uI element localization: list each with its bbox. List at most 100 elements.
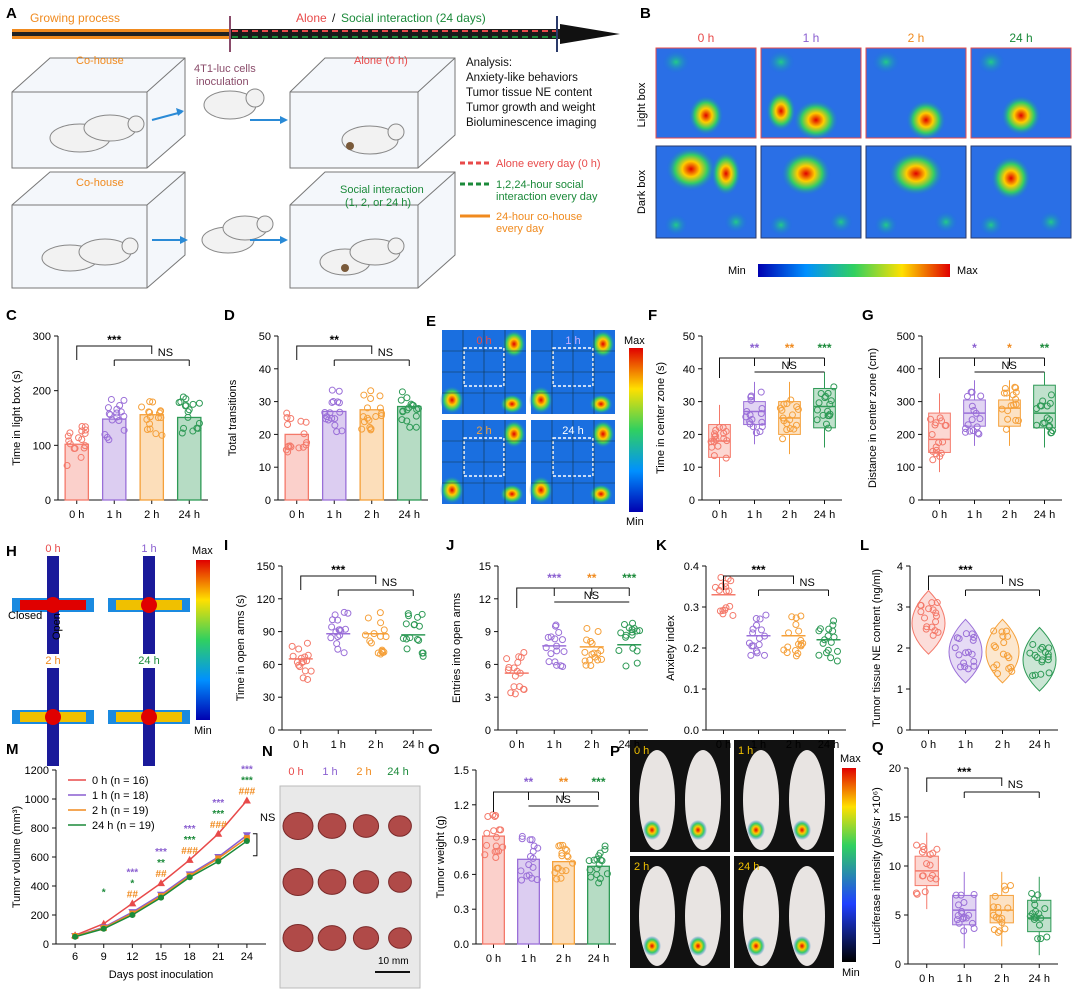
tumor-col-label: 24 h [387,766,408,778]
data-point [145,408,153,416]
data-point [961,663,969,671]
heat-spot [1039,211,1063,233]
chart-q: Q 0 5 10 15 20 Luciferase intensity (p/s/sr ×1… [871,739,1058,985]
colorbar [196,560,210,720]
y-tick-label: 10 [259,462,271,474]
x-tick-label: 2 h [144,509,159,521]
data-point [583,624,591,632]
data-point [797,636,805,644]
data-point [965,648,973,656]
chart-f: F 0 10 20 30 40 50 Time in center zone (s) 0 h 1 … [648,307,842,521]
data-point [336,408,344,416]
heat-spot [591,330,615,358]
tumor [388,815,412,837]
data-point [334,616,342,624]
data-point [822,420,830,428]
data-point [1029,672,1037,680]
data-point [918,872,926,880]
x-tick-label: 1 h [957,973,972,985]
y-axis-label: Tumor tissue NE content (ng/ml) [871,569,883,727]
data-point [816,625,824,633]
data-point [120,426,128,434]
data-point [797,641,805,649]
sig-marker: NS [158,347,173,359]
data-point [523,872,531,880]
svg-text:Anxiety-like behaviors: Anxiety-like behaviors [466,72,578,84]
data-point [1031,901,1039,909]
data-point [1037,402,1045,410]
data-point [815,399,823,407]
data-point [1045,644,1053,652]
y-tick-label: 400 [31,881,49,893]
x-tick-label: 0 h [486,953,501,965]
data-point [749,625,757,633]
data-point [194,424,202,432]
data-point [792,621,800,629]
panel-e: E 0 h 1 h 2 h 24 h Max Min [426,313,645,528]
y-axis-label: Luciferase intensity (p/s/sr ×10⁶) [871,787,883,945]
data-point [581,657,589,665]
data-point [962,649,970,657]
y-tick-label: 4 [897,561,903,573]
data-point [747,392,755,400]
y-tick-label: 9 [485,627,491,639]
data-point [335,387,343,395]
heat-spot [781,151,831,196]
data-point [968,630,976,638]
heat-spot [664,214,688,236]
data-point [483,841,491,849]
data-point [1037,645,1045,653]
data-point [490,827,498,835]
sig-marker: * [972,341,977,355]
data-point [518,835,526,843]
data-point [821,636,829,644]
data-point [321,408,329,416]
svg-text:Max: Max [957,265,978,277]
data-point [722,587,730,595]
data-point [819,411,827,419]
x-tick-label: 2 h [556,953,571,965]
tumor-signal [793,820,811,840]
data-point [585,857,593,865]
tumor [282,812,314,840]
panel-a: A Growing process Alone / Social interac… [6,5,620,289]
svg-text:1,2,24-hour social: 1,2,24-hour social [496,179,583,191]
data-point [327,634,335,642]
data-point [1037,935,1045,943]
chart-g: G 0 100 200 300 400 500 Distance in center zone… [862,307,1062,521]
data-point [827,654,835,662]
data-point [413,635,421,643]
cage-boxes [11,57,456,289]
data-point [189,400,197,408]
data-point [1037,670,1045,678]
heatmap-col-label: 1 h [803,31,820,45]
data-point [990,627,998,635]
chart-l: L 0 1 2 3 4 Tumor tissue NE content (ng/ml) 0 h… [860,537,1058,751]
data-point [921,614,929,622]
y-axis-label: Total transitions [227,379,239,456]
data-point [1003,389,1011,397]
tumor [352,926,380,950]
panel-b: B 0 h 1 h 2 h 24 h Light box Dark box Min M… [636,5,1072,277]
data-point [507,689,515,697]
data-point [518,832,526,840]
y-tick-label: 0 [269,725,275,737]
data-point [957,663,965,671]
data-point [214,829,223,837]
svg-text:4T1-luc cells: 4T1-luc cells [194,63,256,75]
data-point [376,632,384,640]
tumor [317,925,347,951]
data-point [918,848,926,856]
data-point [779,414,787,422]
y-axis-label: Time in light box (s) [11,370,23,466]
timeline-arrow [560,24,620,44]
data-point [752,615,760,623]
data-point [617,629,625,637]
svg-text:Alone every day (0 h): Alone every day (0 h) [496,158,601,170]
data-point [752,429,760,437]
tumor-signal [643,820,661,840]
svg-text:24-hour co-house: 24-hour co-house [496,211,582,223]
data-point [182,401,190,409]
data-point [615,647,623,655]
data-point [143,425,151,433]
